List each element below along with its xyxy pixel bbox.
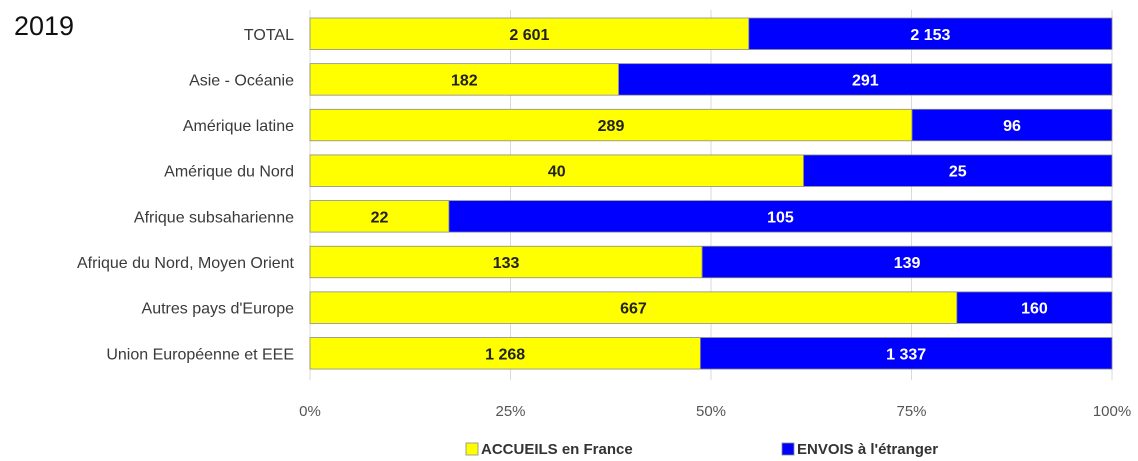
x-tick-label: 75%: [896, 403, 926, 420]
bar-envois: [748, 17, 1113, 50]
bar-row-afrique-du-nord-moyen-orient: 133 139: [309, 245, 1113, 279]
bar-accueils: [309, 108, 913, 142]
bar-accueils: [309, 154, 804, 187]
bar-accueils: [309, 245, 703, 279]
bars: 2 601 2 153 182 291 289 96 40 25 22 105 133 139 667 1…: [309, 17, 1113, 370]
bar-row-amerique-latine: 289 96: [309, 108, 1113, 142]
x-axis-ticks: 0% 25% 50% 75% 100%: [299, 403, 1131, 420]
data-label-accueils: 1 268: [485, 346, 525, 363]
bar-envois: [911, 108, 1113, 142]
data-label-envois: 291: [852, 72, 879, 89]
bar-row-afrique-subsaharienne: 22 105: [309, 200, 1113, 233]
x-tick-label: 25%: [495, 403, 525, 420]
category-label: Asie - Océanie: [189, 72, 294, 89]
bar-accueils: [309, 17, 750, 50]
bar-accueils: [309, 200, 450, 233]
data-label-envois: 1 337: [886, 346, 926, 363]
x-tick-label: 100%: [1093, 403, 1131, 420]
bar-accueils: [309, 63, 619, 96]
chart-title: 2019: [14, 11, 74, 41]
legend-label-envois: ENVOIS à l'étranger: [797, 441, 938, 458]
data-label-accueils: 2 601: [509, 27, 549, 44]
category-label: Afrique subsaharienne: [134, 209, 294, 226]
bar-row-total: 2 601 2 153: [309, 17, 1113, 50]
category-label: Union Européenne et EEE: [106, 346, 294, 363]
x-tick-label: 0%: [299, 403, 321, 420]
x-tick-label: 50%: [696, 403, 726, 420]
data-label-accueils: 667: [620, 301, 647, 318]
bar-accueils: [309, 337, 701, 370]
data-label-accueils: 182: [451, 72, 478, 89]
bar-row-autres-pays-d-europe: 667 160: [309, 291, 1113, 324]
bar-envois: [699, 337, 1113, 370]
legend: ACCUEILS en France ENVOIS à l'étranger: [465, 441, 938, 458]
bar-envois: [448, 200, 1113, 233]
legend-swatch-envois: [781, 442, 795, 456]
category-label: Amérique latine: [183, 118, 294, 135]
data-label-envois: 2 153: [910, 27, 950, 44]
data-label-accueils: 133: [493, 255, 520, 272]
bar-envois: [956, 291, 1113, 324]
category-label: Afrique du Nord, Moyen Orient: [77, 255, 295, 272]
category-label: Autres pays d'Europe: [142, 301, 295, 318]
bar-envois: [618, 63, 1113, 96]
category-label: TOTAL: [244, 27, 294, 44]
data-label-envois: 105: [767, 209, 794, 226]
data-label-envois: 96: [1003, 118, 1021, 135]
legend-swatch-accueils: [465, 442, 479, 456]
data-label-envois: 139: [894, 255, 921, 272]
bar-row-union-europeenne-et-eee: 1 268 1 337: [309, 337, 1113, 370]
bar-envois: [803, 154, 1113, 187]
legend-label-accueils: ACCUEILS en France: [481, 441, 633, 458]
data-label-accueils: 22: [371, 209, 389, 226]
data-label-accueils: 40: [548, 164, 566, 181]
bar-row-asie-oceanie: 182 291: [309, 63, 1113, 96]
bar-accueils: [309, 291, 958, 324]
category-label: Amérique du Nord: [164, 164, 294, 181]
data-label-envois: 160: [1021, 301, 1048, 318]
bar-row-amerique-du-nord: 40 25: [309, 154, 1113, 187]
category-labels: TOTAL Asie - Océanie Amérique latine Amériq…: [77, 27, 295, 364]
data-label-envois: 25: [949, 164, 967, 181]
data-label-accueils: 289: [598, 118, 625, 135]
bar-envois: [701, 245, 1113, 279]
